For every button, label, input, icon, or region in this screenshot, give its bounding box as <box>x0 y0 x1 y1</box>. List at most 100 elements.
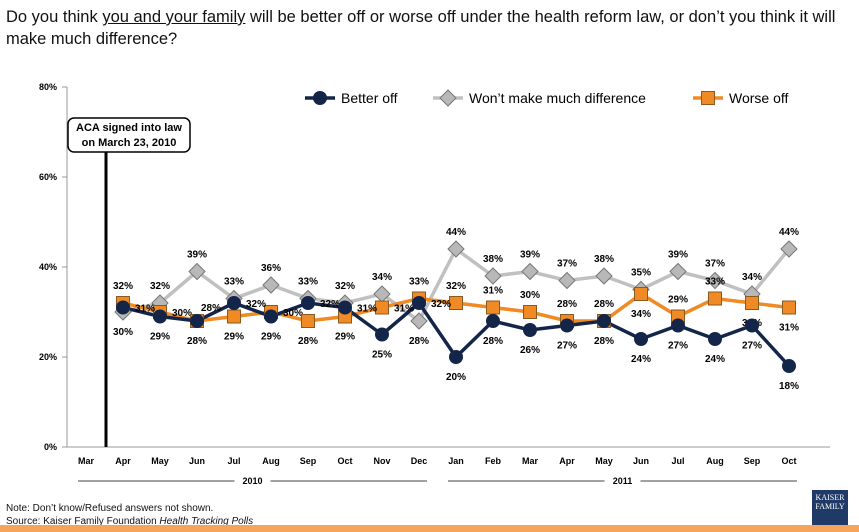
data-point <box>745 296 759 310</box>
annotation-box <box>67 117 191 153</box>
data-label: 35% <box>631 268 651 279</box>
data-label: 31% <box>483 286 503 297</box>
data-point <box>449 350 463 364</box>
data-point <box>560 318 574 333</box>
year-label: 2011 <box>613 476 633 486</box>
x-tick-label: Jan <box>448 456 464 466</box>
x-tick-label: Jun <box>633 456 649 466</box>
data-label: 28% <box>187 336 207 347</box>
line-chart: 0% 20% 40% 60% 80% Mar Apr May Jun Jul Aug Sep Oct No… <box>39 82 830 486</box>
x-tick-label: Jun <box>189 456 205 466</box>
data-label: 36% <box>261 263 281 274</box>
data-label: 28% <box>409 336 429 347</box>
data-label: 28% <box>483 336 503 347</box>
data-label: 25% <box>372 350 392 361</box>
data-point <box>262 276 280 294</box>
data-point <box>410 312 428 330</box>
legend-label: Worse off <box>729 90 789 106</box>
data-point <box>634 332 648 346</box>
data-point <box>521 262 539 281</box>
x-tick-label: Oct <box>337 456 352 466</box>
data-label: 33% <box>224 277 244 288</box>
data-label: 37% <box>557 259 577 270</box>
data-point <box>597 314 611 328</box>
data-point <box>708 332 722 346</box>
data-label: 27% <box>668 341 688 352</box>
y-tick-label: 40% <box>39 262 57 272</box>
x-tick-label: Dec <box>411 456 428 466</box>
data-point <box>227 309 241 324</box>
data-point <box>447 240 465 258</box>
data-point <box>595 267 613 285</box>
data-label: 27% <box>557 341 577 352</box>
y-tick-label: 80% <box>39 82 57 92</box>
data-label: 18% <box>779 381 799 392</box>
data-point <box>153 309 167 324</box>
data-point <box>449 296 463 310</box>
data-label: 30% <box>172 308 192 319</box>
data-label: 44% <box>779 227 799 238</box>
data-label: 32% <box>446 281 466 292</box>
footer-bar <box>0 525 859 532</box>
data-point <box>782 300 796 315</box>
legend-label: Better off <box>341 90 398 106</box>
data-point <box>227 296 241 310</box>
x-tick-label: Feb <box>485 456 502 466</box>
y-tick-label: 0% <box>44 442 57 452</box>
data-label: 29% <box>261 332 281 343</box>
data-point <box>375 300 389 315</box>
data-label: 33% <box>409 277 429 288</box>
data-label: 32% <box>320 299 340 310</box>
data-point <box>671 318 685 333</box>
data-point <box>558 271 576 290</box>
data-point <box>338 300 352 315</box>
x-tick-label: Oct <box>781 456 796 466</box>
data-label: 28% <box>298 336 318 347</box>
data-label: 44% <box>446 227 466 238</box>
legend-marker <box>439 89 457 107</box>
data-label: 31% <box>394 304 414 315</box>
x-tick-label: May <box>595 456 613 466</box>
data-point <box>301 314 315 328</box>
data-label: 31% <box>135 304 155 315</box>
x-tick-label: Mar <box>78 456 95 466</box>
data-label: 37% <box>705 259 725 270</box>
legend-marker <box>701 91 715 105</box>
data-point <box>523 323 537 337</box>
data-label: 24% <box>705 354 725 365</box>
data-point <box>264 309 278 324</box>
data-label: 34% <box>742 272 762 283</box>
data-label: 26% <box>520 345 540 356</box>
kff-logo: KAISER FAMILY <box>812 490 848 526</box>
data-point <box>188 262 206 281</box>
data-label: 34% <box>372 272 392 283</box>
data-point <box>301 296 315 310</box>
data-label: 30% <box>113 327 133 338</box>
data-label: 28% <box>594 336 614 347</box>
x-tick-label: May <box>151 456 169 466</box>
data-point <box>116 300 130 315</box>
y-tick-label: 60% <box>39 172 57 182</box>
data-label: 29% <box>224 332 244 343</box>
data-label: 27% <box>742 341 762 352</box>
x-tick-label: Aug <box>706 456 724 466</box>
data-point <box>782 359 796 373</box>
data-label: 34% <box>631 309 651 320</box>
data-point <box>669 262 687 281</box>
x-tick-label: Apr <box>115 456 131 466</box>
data-label: 38% <box>483 254 503 265</box>
data-label: 39% <box>520 250 540 261</box>
data-point <box>706 271 724 290</box>
x-tick-label: Mar <box>522 456 539 466</box>
legend-marker <box>313 91 327 105</box>
x-tick-label: Sep <box>744 456 761 466</box>
data-label: 29% <box>150 332 170 343</box>
data-label: 24% <box>631 354 651 365</box>
data-label: 31% <box>357 304 377 315</box>
data-point <box>780 240 798 258</box>
x-tick-label: Jul <box>227 456 240 466</box>
x-tick-label: Apr <box>559 456 575 466</box>
data-label: 31% <box>779 323 799 334</box>
data-label: 32% <box>113 281 133 292</box>
